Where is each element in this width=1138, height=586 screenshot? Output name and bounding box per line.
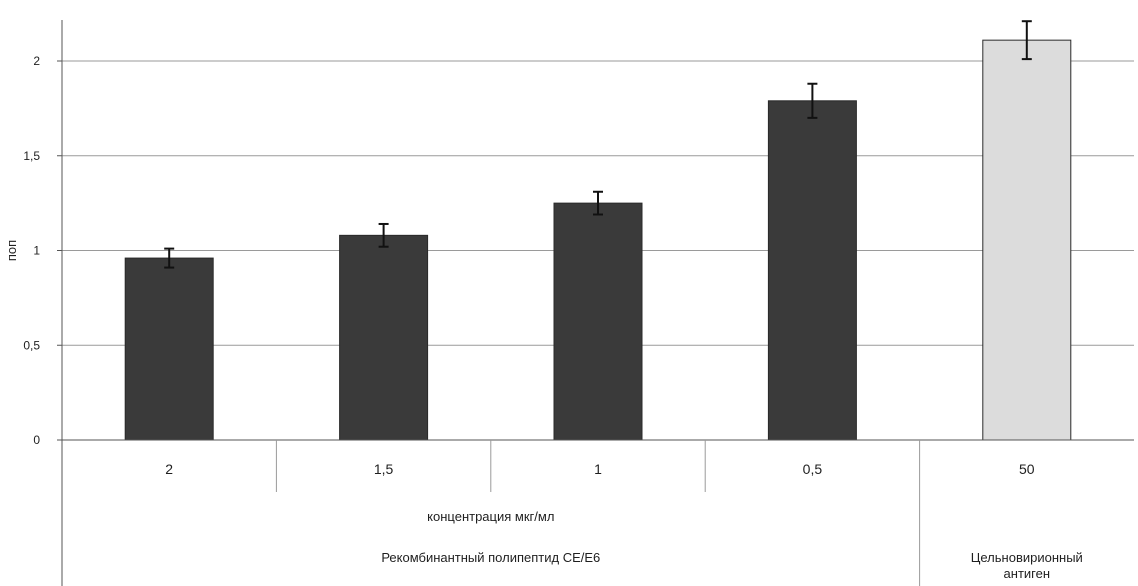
bar-1	[124, 257, 214, 441]
axes	[61, 20, 1134, 586]
group-label-whole-virion: Цельновирионный антиген	[971, 550, 1083, 581]
y-tick-label: 1	[33, 244, 40, 258]
bar-2	[339, 234, 429, 441]
error-bars	[164, 20, 1032, 269]
group-label-recombinant: Рекомбинантный полипептид CE/E6	[381, 550, 600, 565]
x-tick-label: 50	[1019, 461, 1035, 477]
bar-4	[767, 100, 857, 441]
bar-3	[553, 202, 643, 441]
y-tick-label: 0	[33, 433, 40, 447]
bars	[124, 39, 1072, 441]
y-axis-ticks: 0 0,5 1 1,5 2	[23, 54, 62, 447]
group-labels: Рекомбинантный полипептид CE/E6 Цельновир…	[381, 550, 1083, 581]
category-labels: 2 1,5 1 0,5 50	[165, 461, 1034, 477]
x-tick-label: 1,5	[374, 461, 394, 477]
bar-5	[982, 39, 1072, 441]
x-axis-sub-label: концентрация мкг/мл	[427, 509, 554, 524]
x-tick-label: 2	[165, 461, 173, 477]
y-tick-label: 0,5	[23, 338, 40, 352]
y-tick-label: 2	[33, 54, 40, 68]
y-axis-title: поп	[4, 240, 19, 261]
y-tick-label: 1,5	[23, 149, 40, 163]
x-tick-label: 1	[594, 461, 602, 477]
x-tick-label: 0,5	[803, 461, 823, 477]
